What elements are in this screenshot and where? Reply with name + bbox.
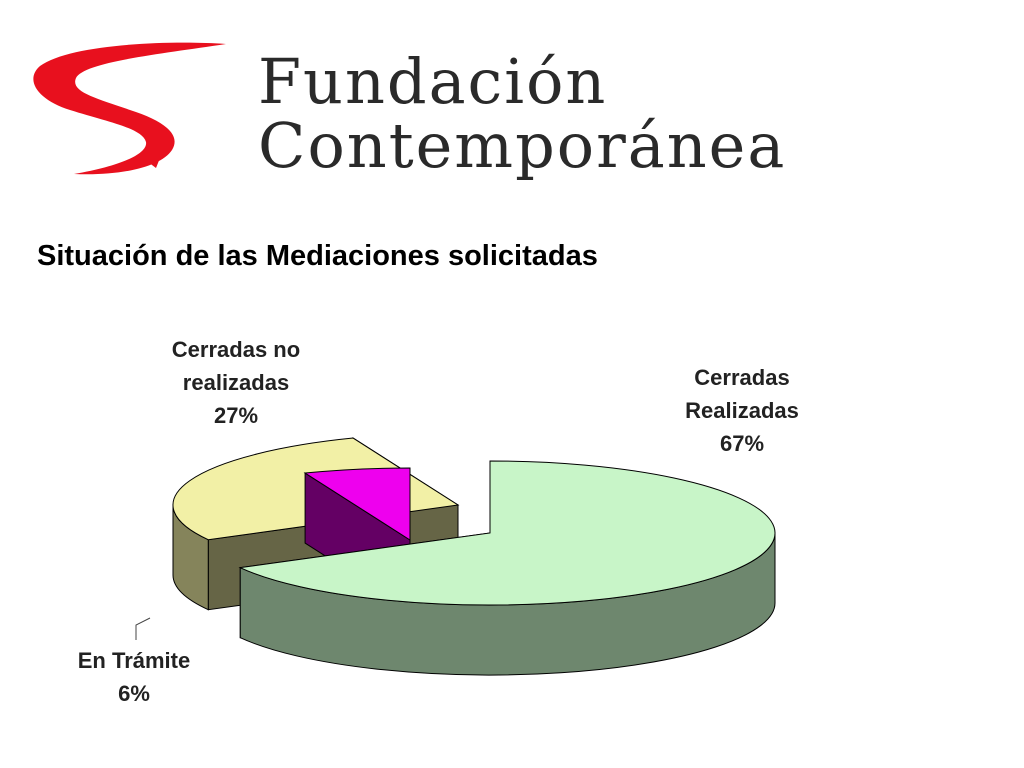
logo-mark xyxy=(33,42,226,175)
logo-s-shape xyxy=(33,42,226,175)
logo-wordmark: Fundación Contemporánea xyxy=(258,50,786,178)
slice-label-cerradas-no-realizadas: Cerradas no xyxy=(172,337,300,362)
logo-line-2: Contemporánea xyxy=(258,109,787,182)
pie-chart: Cerradas Realizadas 67% Cerradas no realizad… xyxy=(78,337,799,706)
pie-slice-cerradas-realizadas xyxy=(238,460,776,606)
slice-label-cerradas-realizadas: Realizadas xyxy=(685,398,799,423)
value-label-en-tr-mite: 6% xyxy=(118,681,150,706)
value-label-cerradas-realizadas: 67% xyxy=(720,431,764,456)
value-label-cerradas-no-realizadas: 27% xyxy=(214,403,258,428)
logo-s-tail xyxy=(130,156,160,168)
slice-label-cerradas-no-realizadas: realizadas xyxy=(183,370,289,395)
logo-line-1: Fundación xyxy=(258,45,608,118)
leader-line-en-tramite xyxy=(135,617,151,640)
slice-label-cerradas-realizadas: Cerradas xyxy=(694,365,789,390)
slice-label-en-tr-mite: En Trámite xyxy=(78,648,190,673)
slide-title: Situación de las Mediaciones solicitadas xyxy=(37,240,598,272)
pie-slice-en-tr-mite xyxy=(303,467,411,541)
